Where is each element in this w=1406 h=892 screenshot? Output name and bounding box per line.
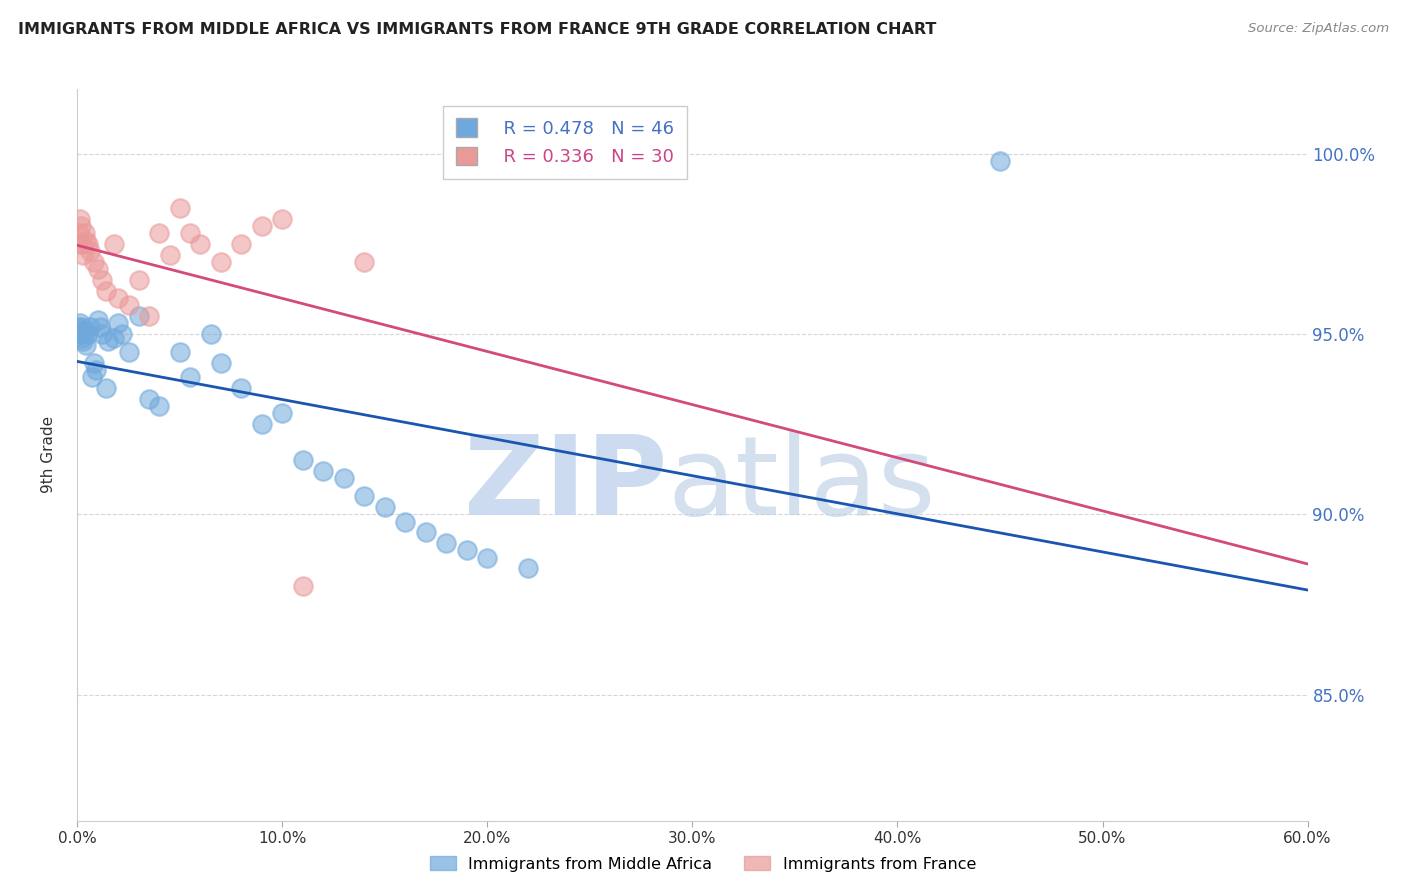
Point <box>67 327 90 342</box>
Point <box>107 291 129 305</box>
Point <box>148 399 170 413</box>
Point <box>72 248 94 262</box>
Legend: Immigrants from Middle Africa, Immigrants from France: Immigrants from Middle Africa, Immigrant… <box>422 848 984 880</box>
Point <box>87 313 110 327</box>
Point <box>87 262 110 277</box>
Point <box>333 471 356 485</box>
Point <box>148 227 170 241</box>
Point <box>73 227 96 241</box>
Point <box>179 370 201 384</box>
Point <box>456 543 478 558</box>
Point <box>169 345 191 359</box>
Point <box>103 331 125 345</box>
Point <box>517 561 540 575</box>
Point <box>231 381 253 395</box>
Point <box>94 381 117 395</box>
Point <box>67 227 90 241</box>
Point <box>231 237 253 252</box>
Legend:   R = 0.478   N = 46,   R = 0.336   N = 30: R = 0.478 N = 46, R = 0.336 N = 30 <box>443 105 686 178</box>
Point <box>271 407 294 421</box>
Point <box>73 324 96 338</box>
Point <box>117 345 139 359</box>
Point <box>103 237 125 252</box>
Point <box>72 331 94 345</box>
Point <box>128 309 150 323</box>
Text: atlas: atlas <box>668 431 936 538</box>
Point <box>72 237 94 252</box>
Point <box>209 255 232 269</box>
Point <box>97 334 120 349</box>
Point <box>89 320 111 334</box>
Point <box>84 363 107 377</box>
Point <box>90 273 114 287</box>
Point <box>291 453 314 467</box>
Point <box>436 536 458 550</box>
Point <box>250 417 273 432</box>
Point <box>76 237 98 252</box>
Point <box>83 356 105 370</box>
Point <box>94 284 117 298</box>
Point <box>200 327 222 342</box>
Point <box>107 317 129 331</box>
Text: Source: ZipAtlas.com: Source: ZipAtlas.com <box>1249 22 1389 36</box>
Point <box>415 525 437 540</box>
Point <box>70 327 93 342</box>
Point <box>394 515 416 529</box>
Point <box>312 464 335 478</box>
Point <box>374 500 396 515</box>
Point <box>79 320 101 334</box>
Point <box>90 327 114 342</box>
Point <box>69 317 91 331</box>
Point <box>76 327 98 342</box>
Point <box>69 211 91 226</box>
Point <box>477 550 499 565</box>
Point <box>70 324 93 338</box>
Point <box>67 237 90 252</box>
Point <box>179 227 201 241</box>
Point <box>138 392 160 406</box>
Point <box>353 489 375 503</box>
Point <box>128 273 150 287</box>
Text: IMMIGRANTS FROM MIDDLE AFRICA VS IMMIGRANTS FROM FRANCE 9TH GRADE CORRELATION CH: IMMIGRANTS FROM MIDDLE AFRICA VS IMMIGRA… <box>18 22 936 37</box>
Point <box>70 320 93 334</box>
Point <box>80 370 103 384</box>
Y-axis label: 9th Grade: 9th Grade <box>42 417 56 493</box>
Point <box>75 338 97 352</box>
Point <box>83 255 105 269</box>
Point <box>188 237 212 252</box>
Point <box>79 244 101 259</box>
Point <box>159 248 181 262</box>
Point <box>67 320 90 334</box>
Point <box>271 211 294 226</box>
Point <box>988 154 1011 169</box>
Point <box>250 219 273 233</box>
Point <box>291 579 314 593</box>
Point <box>169 201 191 215</box>
Point <box>117 298 139 312</box>
Point <box>138 309 160 323</box>
Text: ZIP: ZIP <box>464 431 668 538</box>
Point <box>209 356 232 370</box>
Point <box>353 255 375 269</box>
Point <box>111 327 134 342</box>
Point <box>70 219 93 233</box>
Point <box>75 234 97 248</box>
Point <box>72 334 94 349</box>
